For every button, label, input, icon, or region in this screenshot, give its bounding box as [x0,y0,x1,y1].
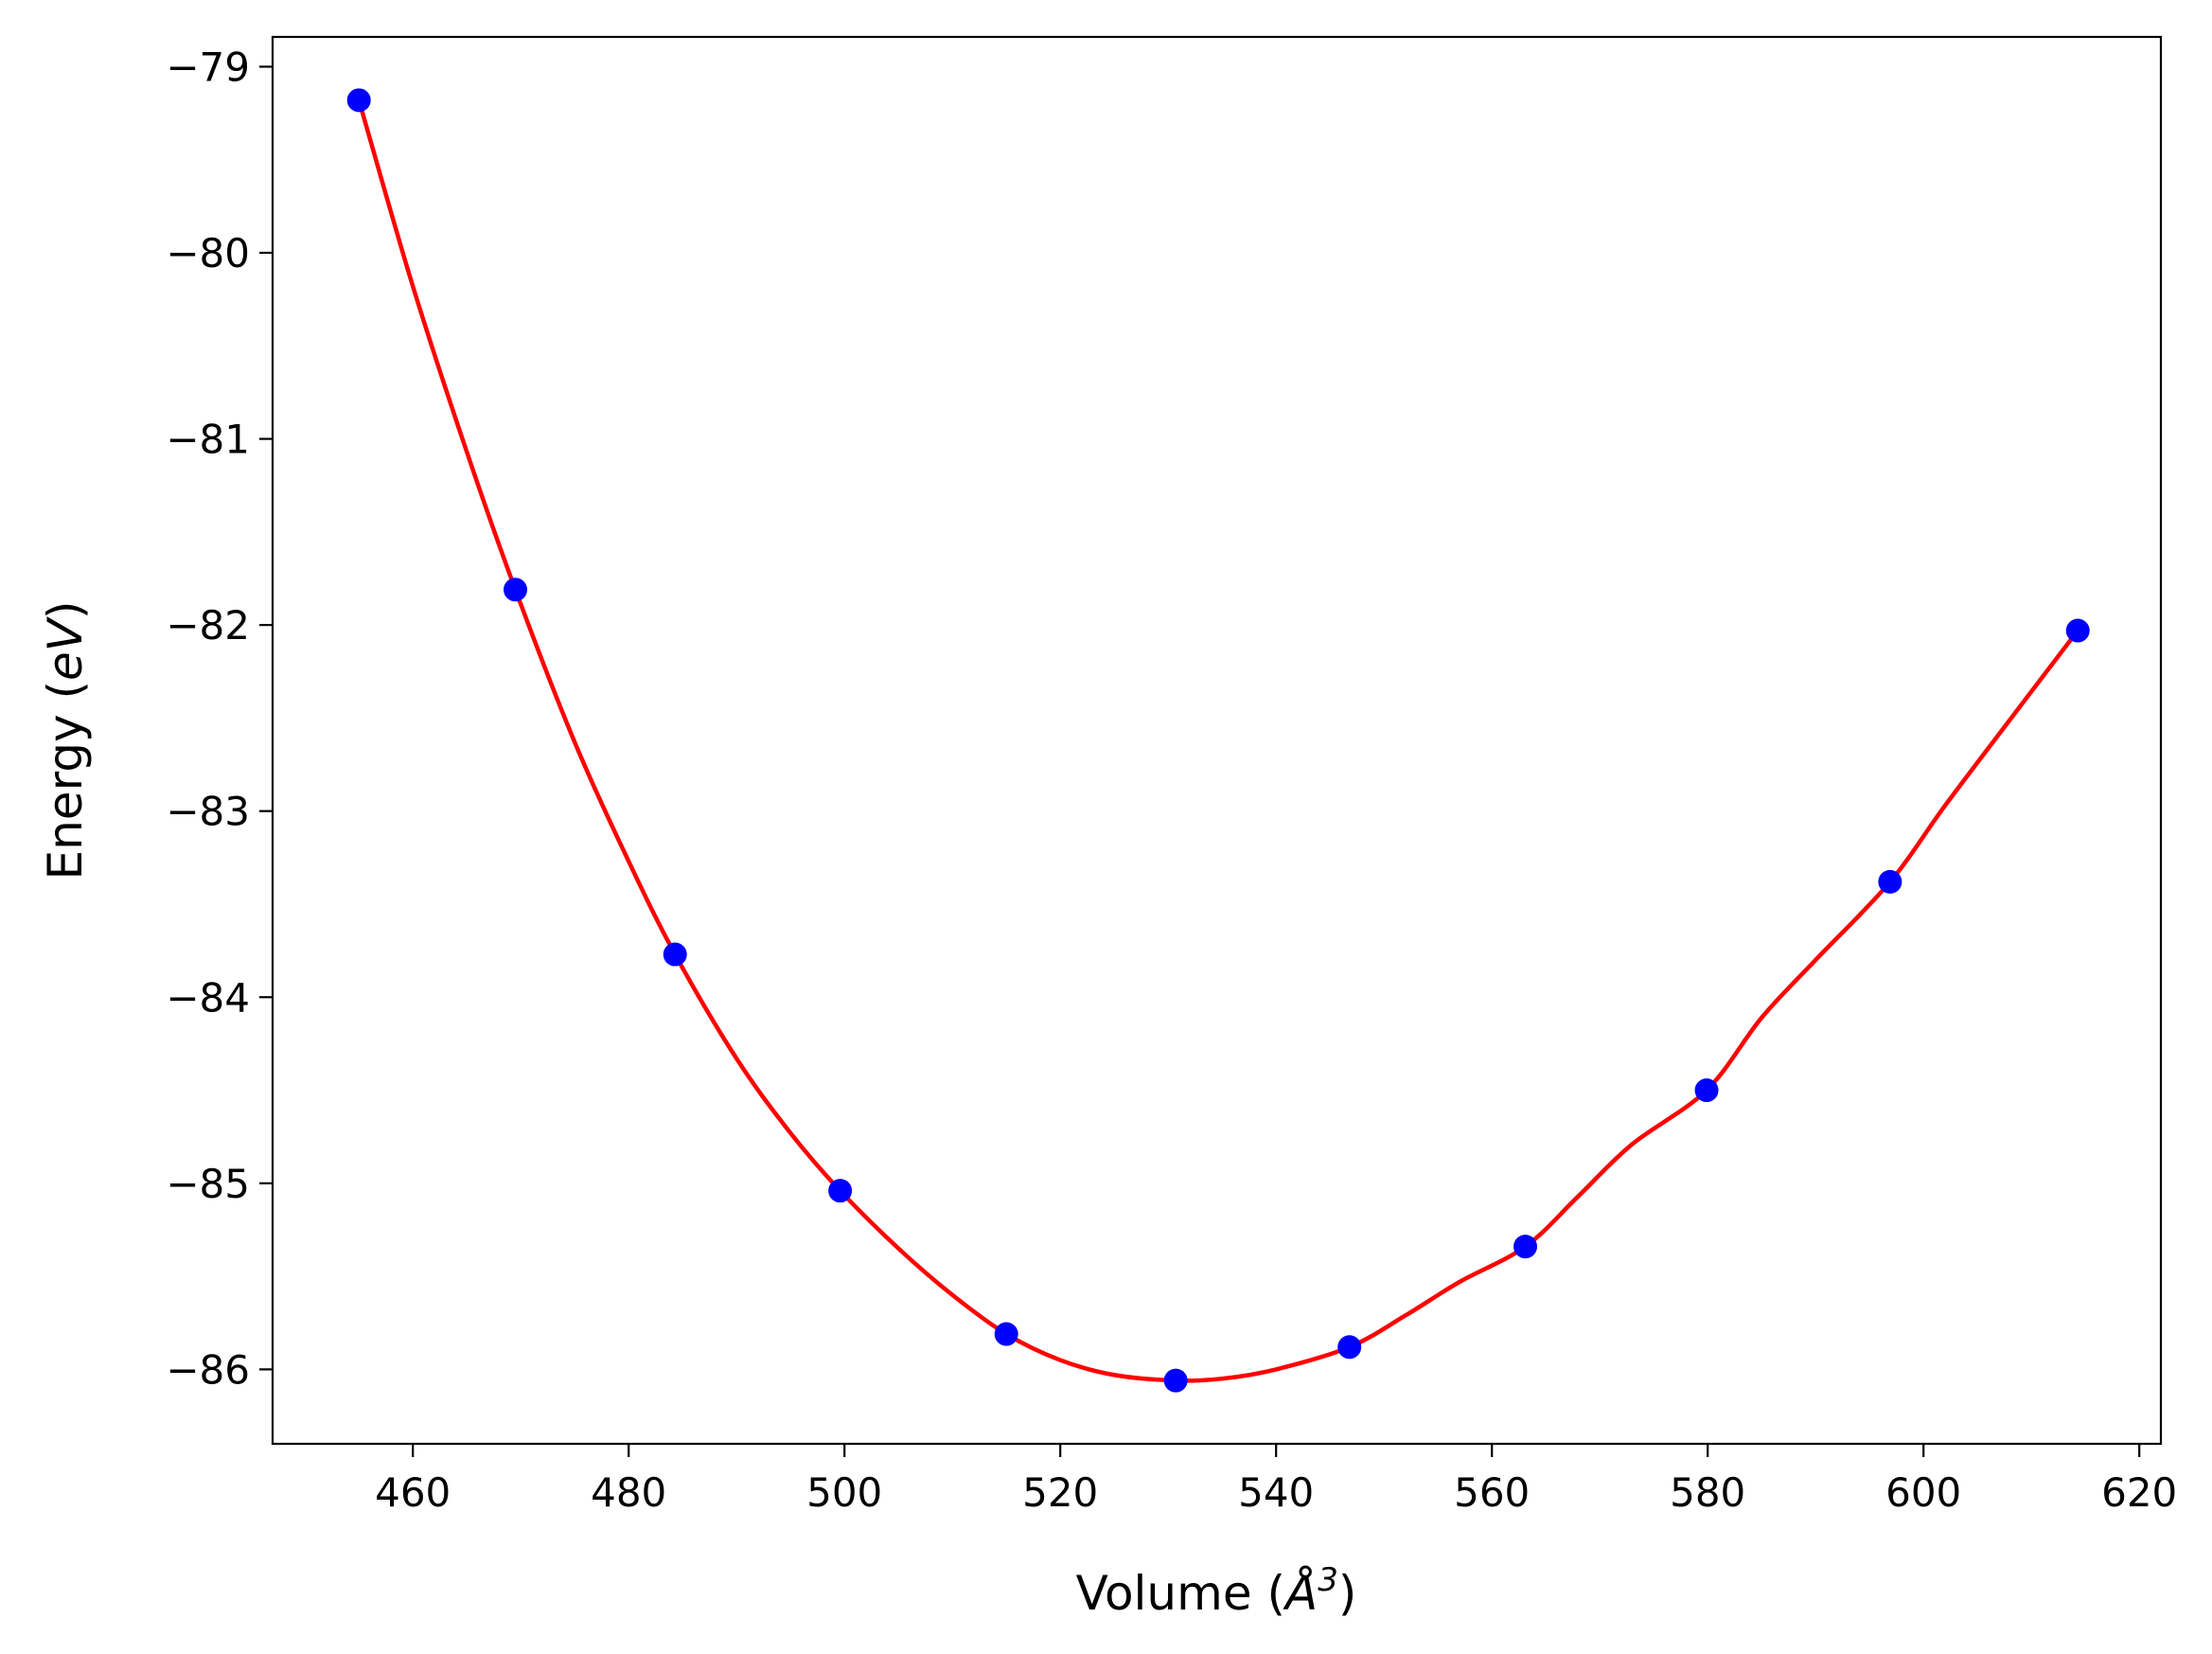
data-point [994,1322,1018,1346]
data-point [663,942,687,967]
y-tick-label: −84 [166,974,250,1021]
x-tick-label: 480 [591,1469,666,1516]
x-tick-label: 500 [806,1469,882,1516]
data-point [1694,1078,1719,1103]
y-tick-label: −79 [166,44,250,90]
axes-frame [271,35,2163,1446]
y-tick-label: −83 [166,789,250,835]
data-point [346,88,371,113]
fit-curve-line [356,98,2080,1383]
y-tick-label: −81 [166,417,250,463]
x-tick-label: 540 [1238,1469,1314,1516]
x-tick-label: 460 [375,1469,451,1516]
x-tick-label: 580 [1670,1469,1745,1516]
x-axis-label: Volume (Å3) [1076,1561,1357,1621]
data-point [828,1179,853,1203]
data-point [504,578,527,602]
y-axis-label: Energy (eV) [38,601,93,880]
y-tick-label: −86 [166,1346,250,1393]
data-point [2065,618,2090,643]
data-point [1513,1235,1538,1259]
y-tick-label: −82 [166,602,250,649]
x-tick-label: 560 [1454,1469,1530,1516]
y-axis: −79 −80 −81 −82 −83 −84 −85 −86 [166,44,273,1393]
x-axis: 460 480 500 520 540 560 580 600 620 [375,1444,2177,1516]
x-tick-label: 620 [2101,1469,2177,1516]
data-point [1337,1335,1362,1360]
data-point [1163,1368,1188,1393]
data-point [1878,869,1902,894]
plot-area [346,88,2090,1393]
x-tick-label: 600 [1885,1469,1961,1516]
y-tick-label: −85 [166,1161,250,1207]
y-tick-label: −80 [166,230,250,276]
x-tick-label: 520 [1022,1469,1098,1516]
